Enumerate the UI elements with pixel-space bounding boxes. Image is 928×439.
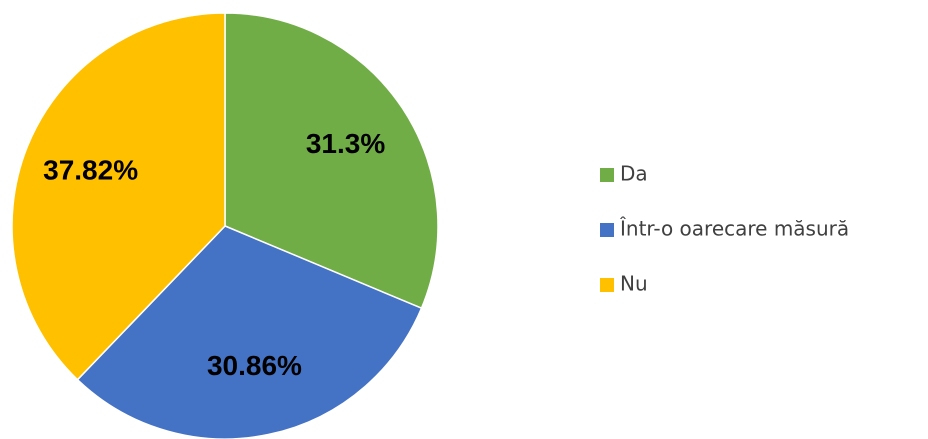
pie-slice bbox=[224, 12, 439, 310]
legend-swatch bbox=[600, 278, 614, 292]
legend-label: Într-o oarecare măsură bbox=[619, 217, 849, 241]
data-label: 30.86% bbox=[207, 350, 302, 381]
data-label: 37.82% bbox=[43, 154, 138, 185]
data-label: 31.3% bbox=[306, 128, 385, 159]
legend-label: Nu bbox=[620, 272, 648, 296]
pie-slice bbox=[76, 225, 423, 439]
pie-slice bbox=[11, 12, 226, 381]
legend-swatch bbox=[600, 168, 614, 182]
legend-swatch bbox=[600, 223, 614, 237]
legend-label: Da bbox=[620, 162, 648, 186]
